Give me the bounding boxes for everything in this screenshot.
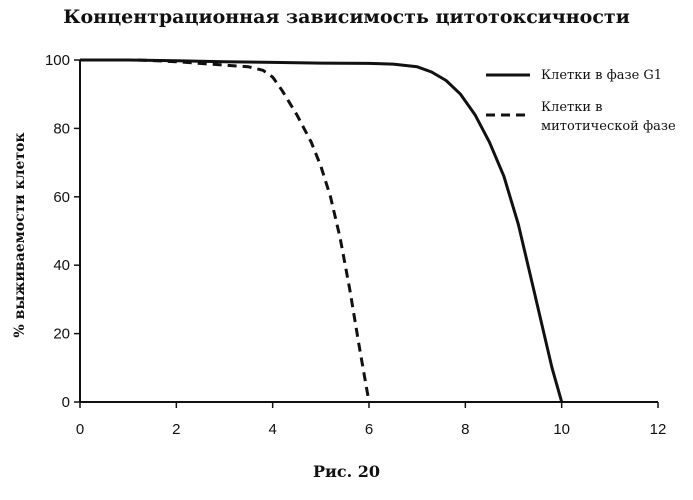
x-tick-label: 4: [268, 421, 276, 438]
legend-label-g1: Клетки в фазе G1: [541, 68, 662, 83]
y-tick-label: 40: [53, 257, 70, 274]
y-tick-label: 80: [53, 120, 70, 137]
y-tick-label: 0: [62, 394, 70, 411]
x-tick-label: 12: [650, 421, 667, 438]
series-layer: [80, 60, 562, 402]
y-tick-label: 100: [45, 52, 70, 69]
series-line-2: [138, 60, 369, 402]
x-tick-label: 2: [172, 421, 180, 438]
x-tick-label: 6: [365, 421, 373, 438]
y-tick-label: 60: [53, 189, 70, 206]
legend-label-mitotic: Клетки вмитотической фазе: [541, 100, 676, 134]
figure-caption: Рис. 20: [0, 462, 693, 481]
series-line-1: [80, 60, 562, 402]
y-axis-label: % выживаемости клеток: [12, 132, 28, 337]
x-tick-label: 10: [553, 421, 570, 438]
x-tick-label: 8: [461, 421, 469, 438]
y-tick-label: 20: [53, 326, 70, 343]
x-tick-label: 0: [76, 421, 84, 438]
legend: Клетки в фазе G1 Клетки вмитотической фаз…: [486, 68, 676, 134]
